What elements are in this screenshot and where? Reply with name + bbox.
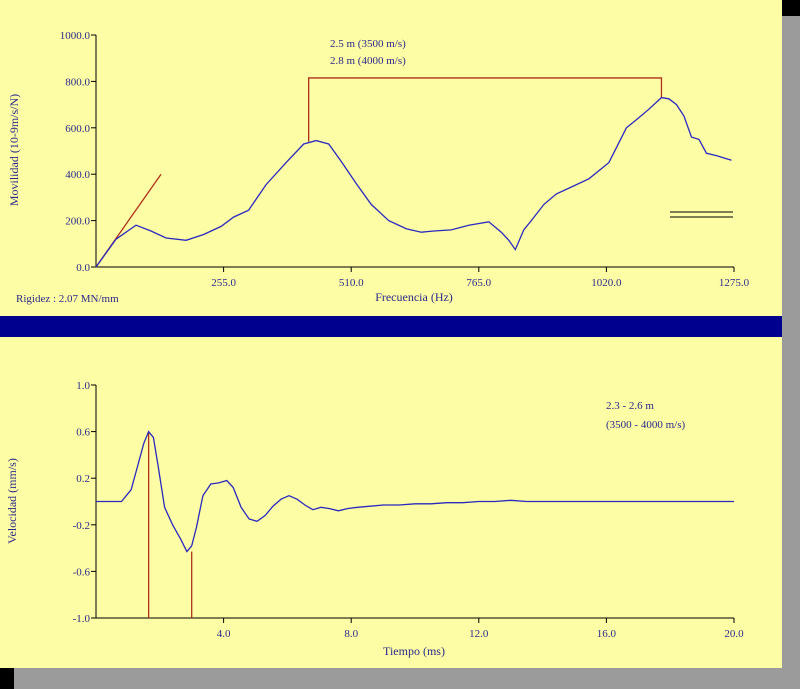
- mobility-y-tick-label: 1000.0: [60, 30, 91, 42]
- velocity-y-tick-label: 1.0: [76, 380, 90, 392]
- velocity-y-tick-label: -0.2: [73, 520, 90, 532]
- panel-divider: [0, 316, 782, 337]
- annotation-range-1: 2.3 - 2.6 m: [606, 400, 654, 412]
- velocity-y-tick-label: 0.2: [76, 473, 90, 485]
- velocity-x-tick-label: 16.0: [597, 628, 617, 640]
- mobility-x-tick-label: 1020.0: [591, 277, 622, 289]
- velocity-marker-lines: [147, 431, 193, 618]
- velocity-x-axis-title: Tiempo (ms): [383, 644, 445, 658]
- velocity-y-axis-title: Velocidad (mm/s): [5, 458, 19, 544]
- mobility-y-tick-label: 0.0: [76, 262, 90, 274]
- velocity-x-tick-label: 8.0: [344, 628, 358, 640]
- mobility-y-tick-label: 800.0: [65, 76, 90, 88]
- drop-shadow-right: [782, 16, 800, 689]
- velocity-y-ticks: 1.0 0.6 0.2 -0.2 -0.6 -1.0: [73, 380, 96, 625]
- velocity-series-line: [96, 430, 734, 553]
- velocity-x-tick-label: 20.0: [724, 628, 744, 640]
- mobility-x-tick-label: 255.0: [211, 277, 236, 289]
- mobility-x-axis-title: Frecuencia (Hz): [375, 290, 453, 304]
- annotation-length-1: 2.5 m (3500 m/s): [330, 38, 406, 50]
- mobility-y-ticks: 0.0 200.0 400.0 600.0 800.0 1000.0: [60, 30, 96, 274]
- resonance-bracket: [308, 77, 663, 142]
- drop-shadow-bottom: [14, 668, 800, 689]
- velocity-x-tick-label: 12.0: [469, 628, 489, 640]
- velocity-chart: 1.0 0.6 0.2 -0.2 -0.6 -1.0 4.0 8.0 12.0 16.0 20.0…: [5, 380, 744, 658]
- velocity-y-tick-label: -0.6: [73, 566, 91, 578]
- velocity-x-tick-label: 4.0: [217, 628, 231, 640]
- mobility-x-tick-label: 1275.0: [719, 277, 750, 289]
- mobility-x-ticks: 255.0 510.0 765.0 1020.0 1275.0: [211, 267, 750, 289]
- mobility-y-tick-label: 200.0: [65, 216, 90, 228]
- annotation-length-2: 2.8 m (4000 m/s): [330, 55, 406, 67]
- stiffness-readout: Rigidez : 2.07 MN/mm: [16, 293, 119, 305]
- mobility-y-axis-title: Movilidad (10-9m/s/N): [7, 94, 21, 206]
- mobility-x-tick-label: 765.0: [466, 277, 491, 289]
- mobility-series-line: [95, 96, 732, 268]
- mobility-axes: [95, 35, 734, 268]
- chart-panel: 0.0 200.0 400.0 600.0 800.0 1000.0 255.0 510.0…: [0, 0, 782, 668]
- mobility-y-tick-label: 600.0: [65, 123, 90, 135]
- mobility-chart: 0.0 200.0 400.0 600.0 800.0 1000.0 255.0 510.0…: [7, 30, 750, 305]
- velocity-y-tick-label: -1.0: [73, 613, 91, 625]
- mobility-y-tick-label: 400.0: [65, 169, 90, 181]
- velocity-x-ticks: 4.0 8.0 12.0 16.0 20.0: [217, 618, 744, 640]
- velocity-y-tick-label: 0.6: [76, 427, 90, 439]
- annotation-range-2: (3500 - 4000 m/s): [606, 419, 685, 431]
- mobility-x-tick-label: 510.0: [339, 277, 364, 289]
